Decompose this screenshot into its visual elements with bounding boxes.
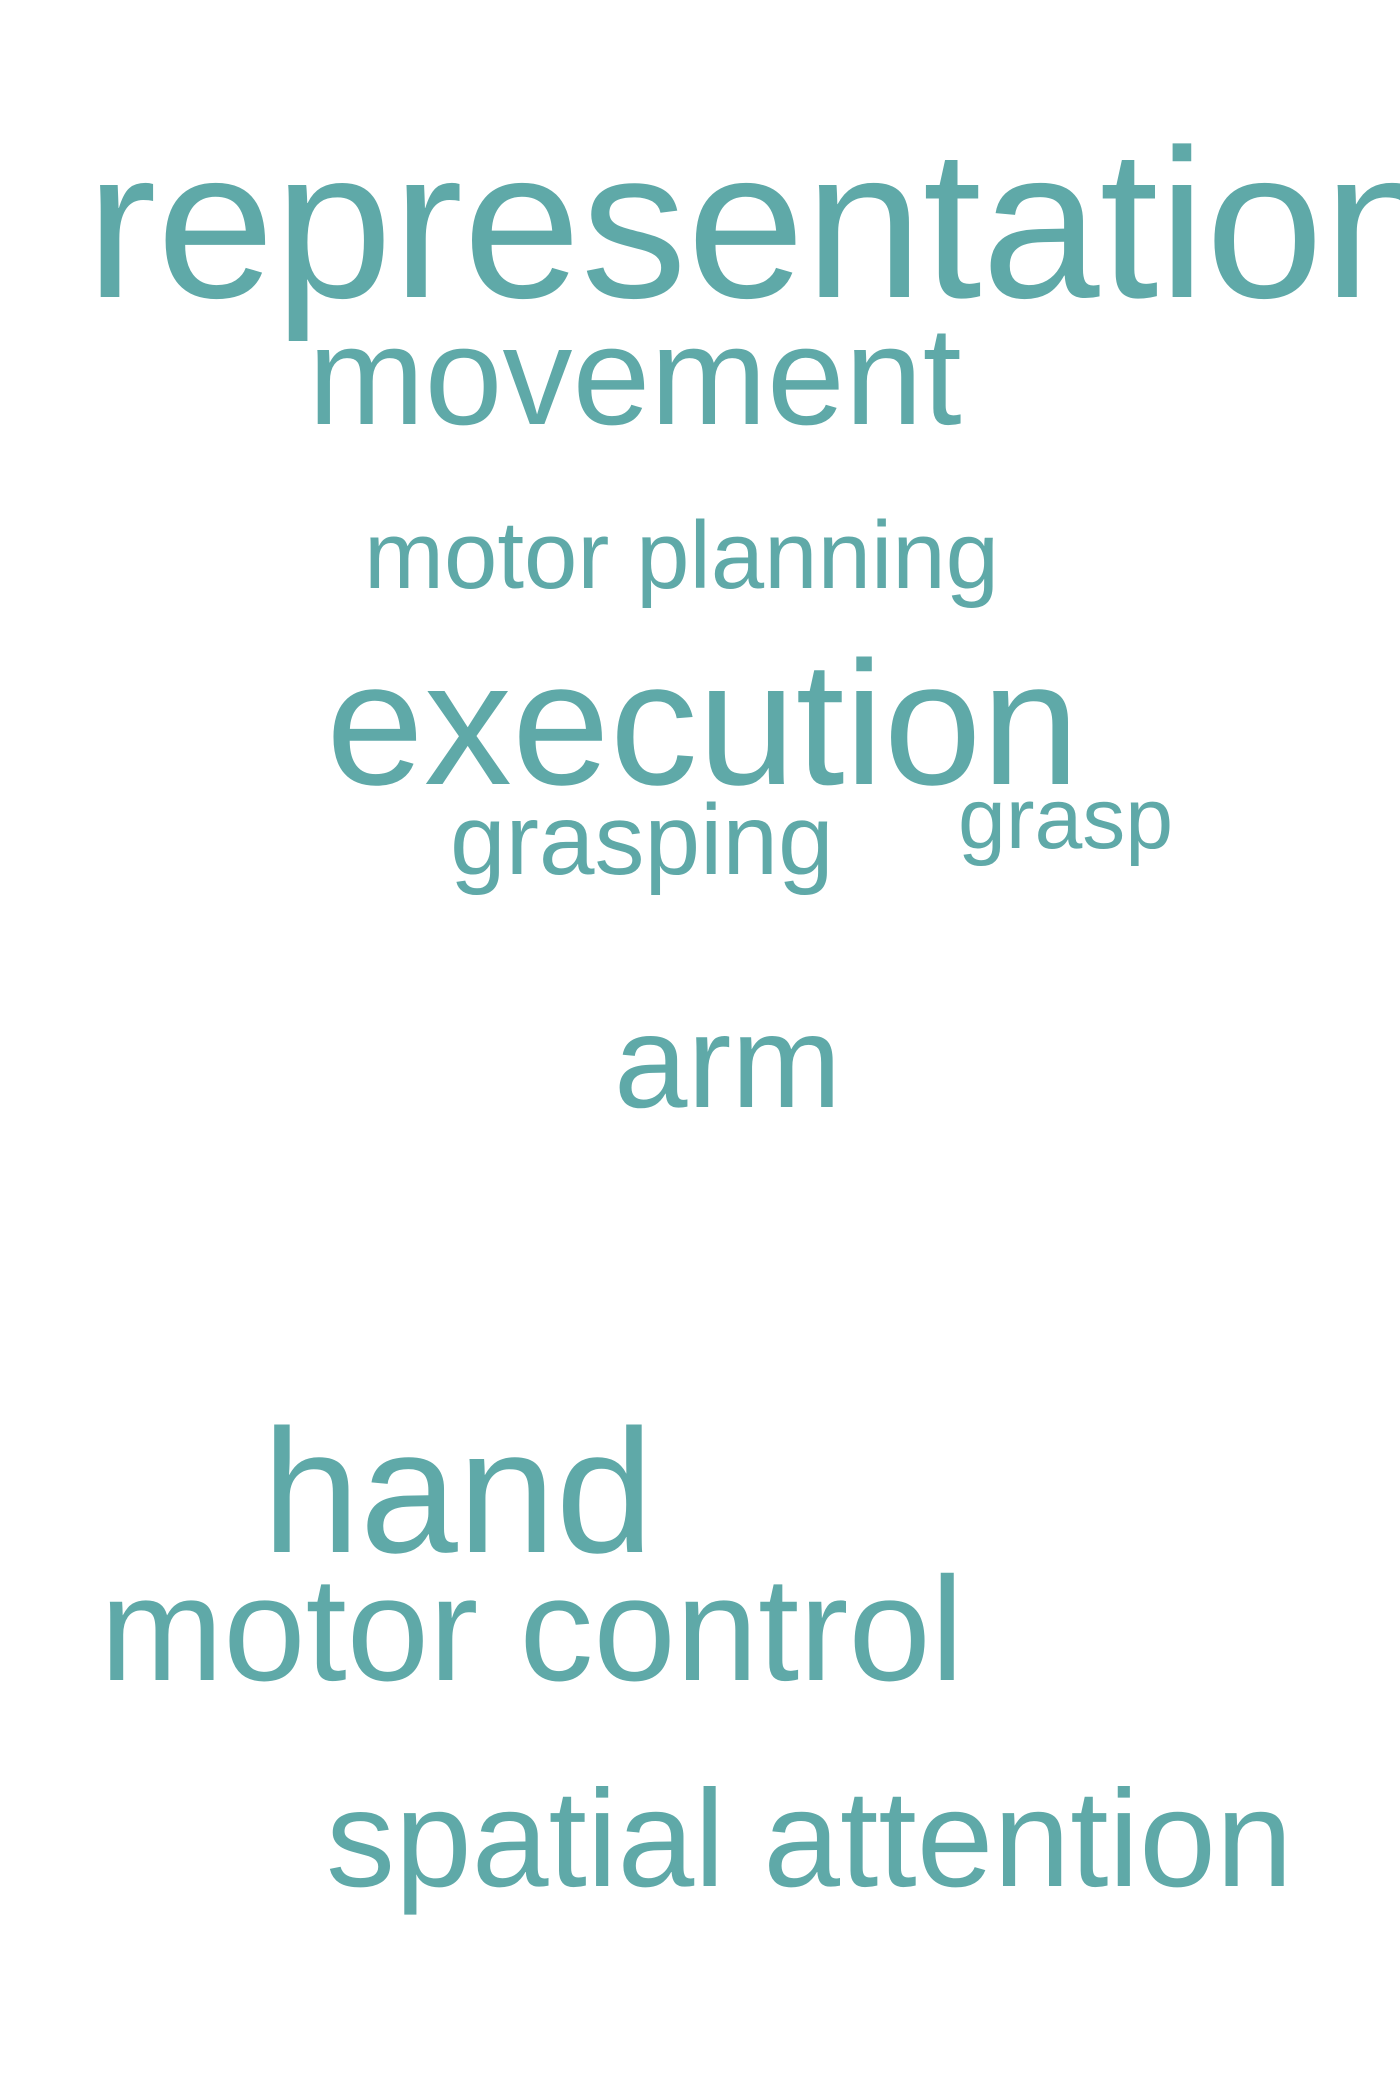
- word-motor-control: motor control: [100, 1547, 964, 1712]
- word-grasping: grasping: [450, 784, 834, 896]
- word-representation: representation: [86, 105, 1400, 342]
- word-hand: hand: [262, 1394, 654, 1590]
- word-execution: execution: [326, 626, 1080, 822]
- word-arm: arm: [614, 988, 842, 1135]
- word-motor-planning: motor planning: [364, 502, 1000, 609]
- word-spatial-attention: spatial attention: [326, 1762, 1293, 1916]
- word-grasp: grasp: [958, 771, 1174, 867]
- word-movement: movement: [308, 297, 962, 454]
